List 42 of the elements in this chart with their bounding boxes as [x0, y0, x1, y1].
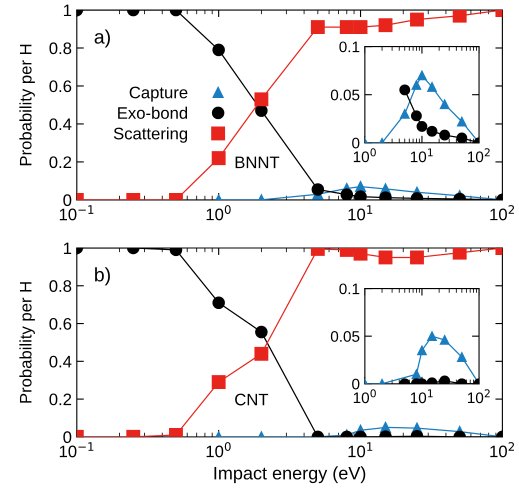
x-tick-label: 10$^{2}$: [468, 389, 490, 404]
y-tick-label: 0: [63, 194, 72, 206]
y-tick-label: 0.8: [49, 280, 72, 292]
x-tick-label: 10$^{0}$: [206, 442, 231, 458]
x-tick-label: 10$^{−1}$: [60, 205, 94, 220]
annotation: b): [95, 267, 110, 286]
y-tick-label: 0.05: [330, 90, 360, 100]
x-tick-label: 10$^{1}$: [348, 205, 372, 220]
y-tick-label: 0: [352, 378, 360, 390]
y-tick-label: 0.6: [49, 318, 72, 330]
legend-label: Scattering: [114, 127, 188, 143]
y-tick-label: 0.8: [49, 42, 72, 54]
x-axis-title: Impact energy (eV): [214, 466, 366, 484]
x-tick-label: 10$^{1}$: [410, 389, 433, 404]
y-tick-label: 0.05: [330, 331, 360, 342]
legend-label: Exo-bond: [118, 106, 188, 119]
y-axis-title: Probability per H: [19, 44, 35, 166]
annotation: CNT: [235, 394, 268, 406]
annotation: a): [94, 29, 110, 48]
y-tick-label: 0.4: [49, 118, 72, 130]
y-tick-label: 0: [352, 138, 360, 148]
x-tick-label: 10$^{1}$: [348, 442, 372, 458]
y-tick-label: 0.4: [49, 356, 72, 368]
x-tick-label: 10$^{2}$: [490, 205, 514, 220]
x-tick-label: 10$^{0}$: [206, 205, 231, 220]
annotation: BNNT: [236, 156, 280, 168]
x-tick-label: 10$^{0}$: [354, 389, 376, 404]
y-tick-label: 1: [64, 242, 72, 254]
x-tick-label: 10$^{0}$: [354, 148, 376, 162]
legend-label: Capture: [130, 86, 188, 102]
y-tick-label: 0.1: [339, 41, 360, 52]
y-tick-label: 0: [63, 431, 72, 444]
x-tick-label: 10$^{−1}$: [60, 442, 94, 458]
y-tick-label: 1: [64, 4, 72, 16]
y-tick-label: 0.6: [49, 80, 72, 92]
x-tick-label: 10$^{2}$: [468, 148, 490, 162]
y-tick-label: 0.1: [339, 283, 360, 294]
y-tick-label: 0.2: [49, 394, 72, 406]
x-tick-label: 10$^{2}$: [490, 442, 514, 458]
y-tick-label: 0.2: [49, 156, 72, 168]
y-axis-title: Probability per H: [19, 282, 35, 403]
x-tick-label: 10$^{1}$: [410, 148, 433, 162]
